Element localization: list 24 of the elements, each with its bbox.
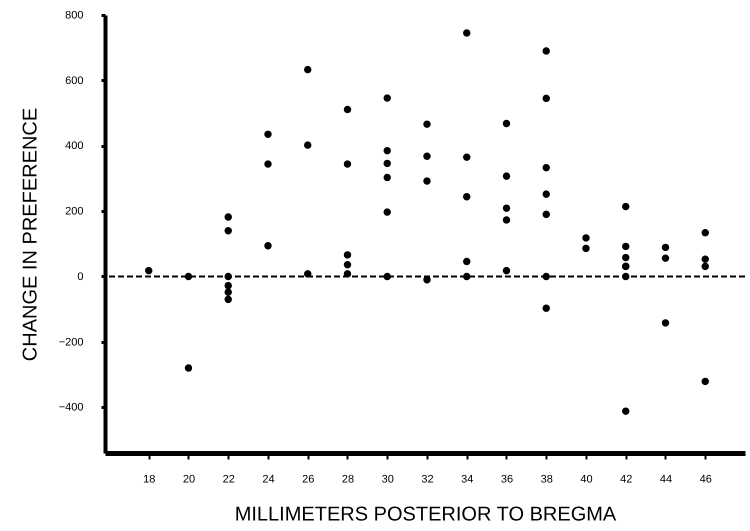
- y-tick-label: −200: [58, 336, 84, 348]
- x-tick-label: 40: [580, 474, 593, 486]
- y-tick-label: 600: [65, 74, 84, 87]
- x-tick-label: 28: [342, 474, 354, 486]
- x-tick-label: 26: [302, 474, 314, 486]
- x-tick-label: 46: [700, 474, 712, 486]
- x-tick-label: 22: [222, 474, 235, 486]
- y-tick-label: 0: [77, 270, 84, 283]
- x-tick-label: 18: [143, 474, 156, 486]
- x-tick-label: 36: [500, 474, 514, 486]
- y-tick-label: −400: [58, 402, 84, 414]
- x-tick-label: 30: [382, 474, 394, 486]
- x-tick-label: 24: [262, 474, 275, 486]
- y-tick-label: 800: [65, 10, 84, 22]
- x-tick-label: 32: [421, 474, 434, 486]
- x-tick-label: 34: [461, 474, 474, 486]
- y-axis-title: CHANGE IN PREFERENCE: [20, 108, 42, 362]
- x-tick-label: 38: [540, 474, 553, 486]
- x-tick-label: 44: [660, 474, 672, 486]
- x-axis-title: MILLIMETERS POSTERIOR TO BREGMA: [234, 504, 617, 526]
- x-tick-label: 42: [620, 474, 632, 486]
- x-tick-label: 20: [182, 474, 196, 486]
- y-tick-label: 400: [65, 140, 84, 152]
- y-tick-label: 200: [65, 206, 84, 218]
